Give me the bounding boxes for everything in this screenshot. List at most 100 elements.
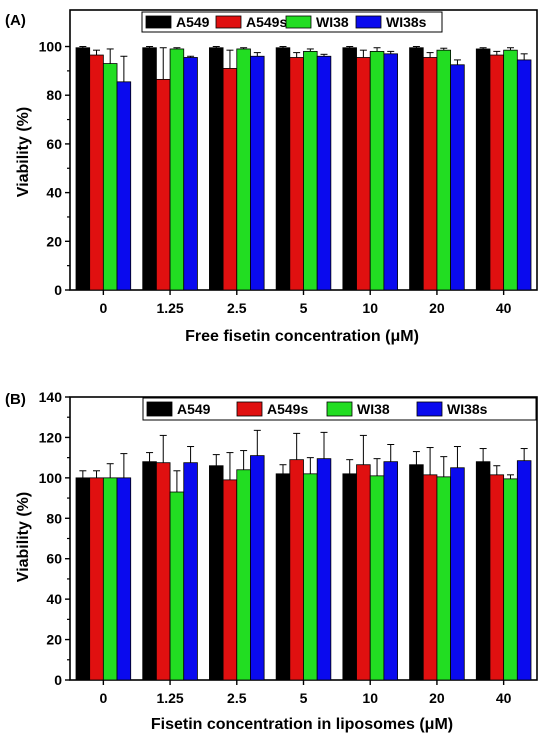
legend-swatch (285, 15, 312, 29)
bar (409, 464, 424, 681)
y-tick-label: 20 (46, 233, 62, 249)
bar (489, 54, 505, 291)
legend-swatch (355, 15, 382, 29)
legend-swatch (215, 15, 242, 29)
x-tick-label: 10 (362, 300, 378, 316)
x-axis-title: Fisetin concentration in liposomes (μM) (151, 716, 453, 733)
bar (102, 63, 118, 291)
bar (75, 477, 91, 681)
panel-label: (A) (5, 12, 26, 29)
legend-swatch (416, 401, 443, 417)
bar (303, 50, 318, 291)
x-tick-label: 20 (429, 690, 445, 706)
bar (250, 55, 265, 291)
bar (383, 53, 398, 291)
y-tick-label: 80 (46, 87, 62, 103)
bar (236, 469, 251, 681)
bar (422, 57, 438, 291)
bar (516, 460, 532, 681)
bar (289, 57, 304, 291)
bar (503, 49, 518, 291)
bar (503, 478, 518, 681)
bar (475, 48, 491, 291)
bar (436, 49, 452, 291)
bar (169, 491, 185, 681)
bar (222, 68, 238, 291)
bar (369, 475, 385, 681)
y-axis-title: Viability (%) (15, 492, 32, 582)
bar (369, 50, 385, 291)
legend-label: A549 (176, 14, 210, 30)
legend-label: A549 (177, 401, 211, 417)
legend-swatch (145, 15, 172, 29)
y-tick-label: 60 (46, 136, 62, 152)
bar (303, 473, 318, 681)
bar (342, 473, 357, 681)
y-tick-label: 20 (46, 632, 62, 648)
bar (356, 464, 371, 681)
bar (275, 47, 291, 291)
bar (155, 462, 171, 681)
bar (142, 47, 157, 291)
bar (422, 474, 438, 681)
bar (450, 467, 465, 681)
y-tick-label: 0 (54, 282, 62, 298)
legend-label: WI38s (386, 14, 427, 30)
x-tick-label: 1.25 (156, 300, 183, 316)
y-tick-label: 120 (39, 429, 63, 445)
legend-label: WI38 (316, 14, 349, 30)
bar (342, 47, 357, 291)
legend-label: A549s (246, 14, 287, 30)
bar (250, 455, 265, 681)
x-tick-label: 1.25 (156, 690, 183, 706)
y-tick-label: 40 (46, 185, 62, 201)
x-tick-label: 40 (496, 690, 512, 706)
y-tick-label: 40 (46, 591, 62, 607)
bar (289, 459, 304, 681)
bar (209, 465, 224, 681)
x-tick-label: 0 (99, 690, 107, 706)
bar (75, 47, 91, 291)
bar (116, 477, 132, 681)
bar (383, 461, 398, 681)
bar (516, 59, 532, 291)
legend-label: WI38s (447, 401, 488, 417)
panel-label: (B) (5, 391, 26, 408)
bar (489, 474, 505, 681)
x-tick-label: 20 (429, 300, 445, 316)
x-tick-label: 0 (99, 300, 107, 316)
x-tick-label: 40 (496, 300, 512, 316)
bar (409, 47, 424, 291)
bar (183, 462, 198, 681)
bar (222, 479, 238, 681)
legend-swatch (326, 401, 353, 417)
legend-swatch (146, 401, 173, 417)
x-tick-label: 2.5 (227, 690, 247, 706)
x-tick-label: 10 (362, 690, 378, 706)
legend-label: WI38 (357, 401, 390, 417)
bar (436, 476, 452, 681)
bar (89, 477, 104, 681)
y-axis-title: Viability (%) (15, 107, 32, 197)
chart-panel-b: (B) Viability (%) Fisetin concentration … (5, 389, 538, 733)
x-tick-label: 5 (300, 300, 308, 316)
y-tick-label: 140 (39, 389, 63, 405)
bar (89, 54, 104, 291)
x-tick-label: 2.5 (227, 300, 247, 316)
y-tick-label: 100 (39, 470, 63, 486)
x-tick-label: 5 (300, 690, 308, 706)
bar (116, 81, 132, 291)
bar (316, 55, 332, 291)
y-tick-label: 80 (46, 510, 62, 526)
y-tick-label: 60 (46, 551, 62, 567)
y-tick-label: 100 (39, 39, 63, 55)
legend-swatch (236, 401, 263, 417)
bar (183, 57, 198, 291)
y-tick-label: 0 (54, 672, 62, 688)
bar (475, 461, 491, 681)
bar (102, 477, 118, 681)
bar (169, 48, 185, 291)
x-axis-title: Free fisetin concentration (μM) (185, 328, 419, 345)
bar (450, 64, 465, 291)
